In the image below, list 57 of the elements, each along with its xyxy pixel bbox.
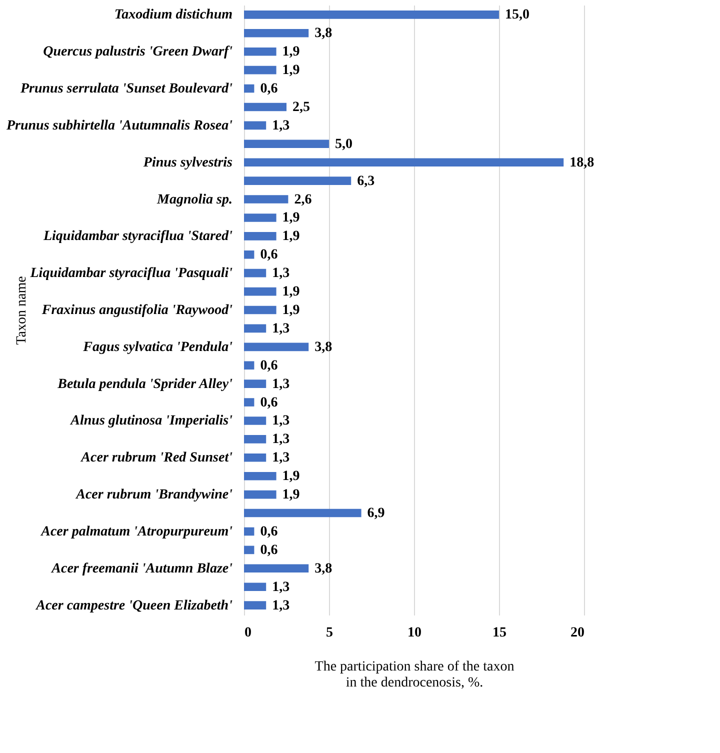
data-label: 0,6 [260, 542, 278, 558]
data-label: 1,9 [282, 210, 300, 226]
x-tick-label: 20 [570, 626, 584, 640]
y-tick-label: Betula pendula 'Sprider Alley' [56, 376, 233, 392]
data-label: 1,9 [282, 303, 300, 318]
data-label: 2,6 [294, 192, 312, 208]
data-label: 1,3 [272, 414, 290, 429]
data-label: 1,3 [272, 432, 290, 448]
data-label: 0,6 [260, 524, 278, 540]
y-tick-label: Pinus sylvestris [143, 155, 234, 170]
data-label: 1,9 [282, 284, 300, 300]
data-label: 6,3 [357, 174, 375, 189]
data-label: 18,8 [570, 155, 594, 170]
y-tick-label: Acer rubrum 'Red Sunset' [80, 450, 233, 466]
y-tick-label: Magnolia sp. [156, 192, 232, 208]
y-tick-label: Acer campestre 'Queen Elizabeth' [35, 598, 233, 614]
y-tick-label: Fraxinus angustifolia 'Raywood' [40, 303, 233, 318]
data-label: 1,3 [272, 598, 290, 614]
data-label: 1,9 [282, 44, 300, 60]
data-label: 3,8 [314, 340, 332, 355]
y-tick-label: Fagus sylvatica 'Pendula' [82, 340, 233, 355]
y-axis-title: Taxon name [14, 276, 30, 345]
data-label: 15,0 [505, 8, 530, 23]
x-tick-label: 5 [326, 626, 333, 640]
y-tick-label: Acer freemanii 'Autumn Blaze' [50, 561, 233, 576]
x-tick-label: 10 [408, 626, 422, 640]
x-tick-label: 0 [244, 626, 252, 640]
y-tick-label: Alnus glutinosa 'Imperialis' [70, 414, 233, 429]
y-tick-label: Liquidambar styraciflua 'Stared' [42, 229, 233, 244]
data-label: 2,5 [292, 100, 310, 115]
y-tick-label: Prunus subhirtella 'Autumnalis Rosea' [6, 118, 233, 134]
data-label: 1,9 [282, 488, 300, 503]
data-label: 3,8 [314, 561, 332, 576]
data-label: 0,6 [260, 395, 278, 410]
data-label: 6,9 [367, 506, 385, 522]
data-label: 5,0 [335, 136, 352, 152]
y-tick-label: Taxodium distichum [114, 8, 233, 23]
y-tick-label: Quercus palustris 'Green Dwarf' [43, 44, 233, 60]
data-label: 1,3 [272, 580, 290, 595]
data-label: 1,3 [272, 321, 290, 336]
y-tick-label: Acer rubrum 'Brandywine' [75, 488, 233, 503]
data-label: 0,6 [260, 248, 278, 263]
data-label: 1,9 [282, 469, 300, 484]
y-tick-label: Liquidambar styraciflua 'Pasquali' [29, 266, 233, 282]
data-label: 1,9 [282, 229, 300, 244]
data-label: 3,8 [314, 26, 332, 42]
data-label: 1,3 [272, 450, 290, 466]
x-axis-title: The participation share of the taxon in the dendrocenosis, %. [314, 660, 514, 690]
data-label: 0,6 [260, 82, 278, 97]
y-tick-label: Acer palmatum 'Atropurpureum' [40, 524, 233, 540]
data-label: 1,3 [272, 266, 290, 282]
y-tick-label: Prunus serrulata 'Sunset Boulevard' [20, 82, 233, 97]
x-tick-label: 15 [492, 626, 506, 640]
data-label: 0,6 [260, 358, 278, 374]
data-label: 1,3 [272, 118, 290, 134]
data-label: 1,3 [272, 376, 290, 392]
data-label: 1,9 [282, 63, 300, 78]
